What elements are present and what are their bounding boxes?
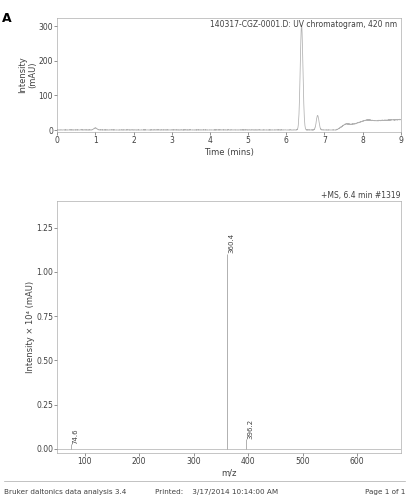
Text: 396.2: 396.2 — [248, 418, 254, 439]
Text: Bruker daltonics data analysis 3.4: Bruker daltonics data analysis 3.4 — [4, 489, 126, 495]
Text: +MS, 6.4 min #1319: +MS, 6.4 min #1319 — [321, 190, 401, 200]
Text: Printed:    3/17/2014 10:14:00 AM: Printed: 3/17/2014 10:14:00 AM — [155, 489, 279, 495]
Text: A: A — [2, 12, 12, 26]
Text: 360.4: 360.4 — [228, 234, 234, 254]
Text: 140317-CGZ-0001.D: UV chromatogram, 420 nm: 140317-CGZ-0001.D: UV chromatogram, 420 … — [210, 20, 398, 29]
X-axis label: Time (mins): Time (mins) — [204, 148, 254, 156]
Y-axis label: Intensity
(mAU): Intensity (mAU) — [18, 56, 37, 93]
Text: Page 1 of 1: Page 1 of 1 — [364, 489, 405, 495]
Text: 74.6: 74.6 — [72, 428, 78, 444]
X-axis label: m/z: m/z — [221, 468, 237, 477]
Y-axis label: Intensity × 10⁴ (mAU): Intensity × 10⁴ (mAU) — [26, 281, 35, 373]
